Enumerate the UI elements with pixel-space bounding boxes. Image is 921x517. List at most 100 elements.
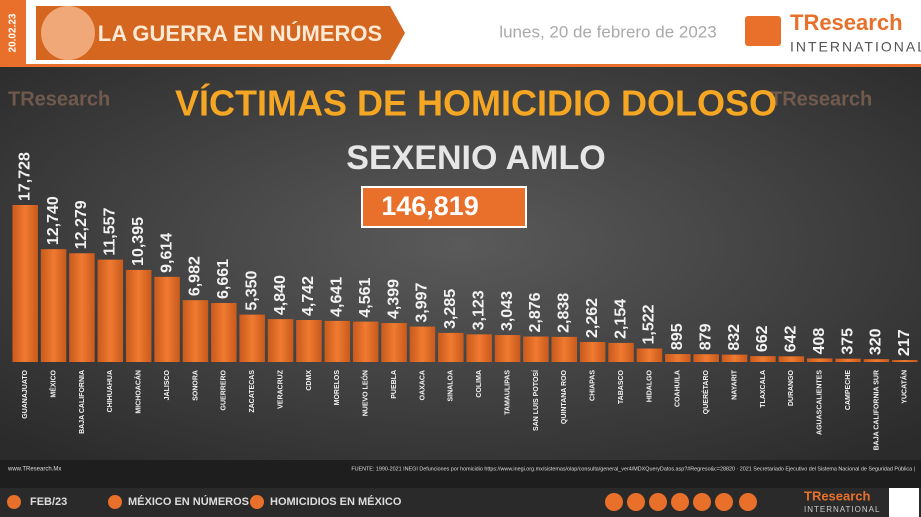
value-label: 17,728 [16,152,33,201]
bar [40,249,67,362]
bar [267,319,294,362]
x-tick-label: COAHUILA [675,370,682,407]
footer-brand-sub: INTERNATIONAL [804,505,880,514]
value-label: 662 [754,325,771,352]
source-strip [0,460,921,488]
x-tick-label: NAYARIT [731,369,738,400]
brand: TResearch [790,10,903,35]
value-label: 642 [783,326,800,353]
value-label: 375 [839,328,856,355]
value-label: 12,279 [73,200,90,249]
value-label: 1,522 [641,304,658,344]
value-label: 6,661 [215,259,232,299]
bar [352,321,379,362]
x-tick-label: GUERRERO [221,369,228,410]
value-label: 3,043 [499,291,516,331]
x-tick-label: VERACRUZ [277,369,284,409]
chart-bg [0,67,921,460]
value-label: 832 [726,324,743,351]
bar [381,323,407,362]
date-tag: 20.02.23 [8,13,19,52]
x-tick-label: TLAXCALA [760,370,767,408]
date-tag-bg [0,0,26,66]
brand-sub: INTERNATIONAL [790,39,921,55]
bar [12,205,38,362]
x-tick-label: ZACATECAS [249,370,256,413]
x-tick-label: BAJA CALIFORNIA [79,370,86,434]
value-label: 5,350 [243,270,260,310]
section-banner [36,6,405,60]
x-tick-label: BAJA CALIFORNIA SUR [873,370,880,450]
value-label: 4,399 [385,279,402,319]
x-tick-label: PUEBLA [391,370,398,399]
bar [665,354,691,362]
value-label: 895 [669,323,686,350]
plot: 17,728 GUANAJUATO 12,740 MÉXICO 12,279 BAJA C… [12,152,918,450]
source: FUENTE: 1990-2021 INEGI Defunciones por … [351,466,915,472]
x-tick-label: DURANGO [788,369,795,406]
bar [409,326,436,362]
x-tick-label: OAXACA [419,370,426,400]
x-tick-label: HIDALGO [646,369,653,402]
value-label: 3,997 [414,282,431,322]
bar [806,358,833,362]
value-label: 408 [811,328,828,355]
header-rule [0,64,921,67]
x-tick-label: TABASCO [618,369,625,404]
value-label: 9,614 [158,233,175,273]
value-label: 2,876 [527,292,544,332]
icon [250,495,264,509]
value-label: 217 [896,329,913,356]
watermark: TResearch [770,88,872,110]
value-label: 12,740 [45,196,62,245]
value-label: 4,561 [357,277,374,317]
x-tick-label: SAN LUIS POTOSÍ [531,369,540,431]
total: 146,819 [381,191,479,221]
x-tick-label: AGUASCALIENTES [817,370,824,435]
bar [239,314,265,362]
footer-month: FEB/23 [30,496,67,508]
value-label: 3,123 [470,290,487,330]
date: lunes, 20 de febrero de 2023 [499,22,716,41]
x-tick-label: COLIMA [476,370,483,398]
bar [125,269,152,362]
x-tick-label: JALISCO [164,369,171,400]
bar [863,359,890,362]
bar [296,320,322,362]
bar [636,348,663,362]
bar [494,335,521,362]
x-tick-label: MORELOS [334,370,341,406]
x-tick-label: SONORA [192,370,199,401]
value-label: 11,557 [102,207,119,255]
bar [69,253,95,362]
bar [892,360,918,362]
x-tick-label: CHIHUAHUA [107,370,114,412]
x-tick-label: CAMPECHE [845,370,852,410]
value-label: 879 [697,323,714,350]
footer-link[interactable]: HOMICIDIOS EN MÉXICO [270,495,402,508]
x-tick-label: SINALOA [448,370,455,402]
x-tick-label: TAMAULIPAS [504,370,511,415]
value-label: 3,285 [442,289,459,329]
value-label: 2,838 [556,293,573,333]
x-tick-label: QUINTANA ROO [561,369,568,424]
bar [523,336,549,362]
x-tick-label: CHIAPAS [590,370,597,401]
bar [182,300,209,362]
value-label: 4,840 [272,275,289,315]
bar [693,354,719,362]
bar [608,342,634,362]
total-box [361,186,527,228]
value-label: 4,742 [300,276,317,316]
value-label: 10,395 [130,217,147,266]
x-tick-label: MICHOACÁN [134,370,143,414]
x-tick-label: YUCATÁN [900,370,909,404]
brand-logo [745,16,781,46]
map-icon [41,6,95,60]
footer-link[interactable]: MÉXICO EN NÚMEROS [128,495,249,508]
value-label: 320 [868,328,885,355]
x-tick-label: MÉXICO [48,369,57,397]
bar [466,334,492,362]
watermark: TResearch [8,88,110,110]
qr-code [889,488,919,517]
